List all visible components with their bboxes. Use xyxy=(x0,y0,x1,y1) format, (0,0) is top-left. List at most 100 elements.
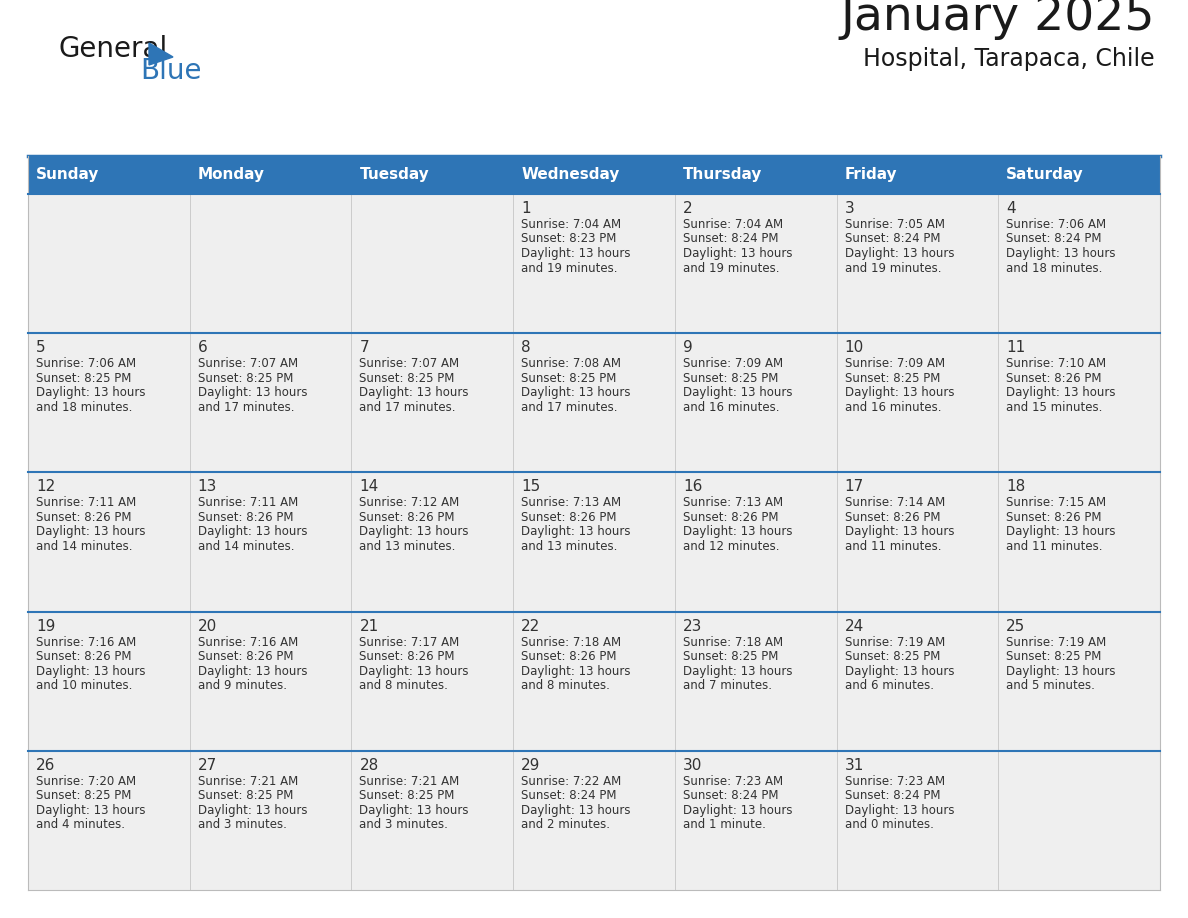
Bar xyxy=(190,194,352,333)
Text: 2: 2 xyxy=(683,201,693,216)
Text: Sunrise: 7:06 AM: Sunrise: 7:06 AM xyxy=(36,357,137,370)
Bar xyxy=(29,751,190,890)
Text: Sunset: 8:24 PM: Sunset: 8:24 PM xyxy=(845,232,940,245)
Bar xyxy=(513,333,675,473)
Text: Sunrise: 7:04 AM: Sunrise: 7:04 AM xyxy=(683,218,783,231)
Text: Sunset: 8:26 PM: Sunset: 8:26 PM xyxy=(36,511,132,524)
Bar xyxy=(675,156,836,194)
Text: Thursday: Thursday xyxy=(683,167,763,183)
Text: Sunrise: 7:12 AM: Sunrise: 7:12 AM xyxy=(360,497,460,509)
Text: and 15 minutes.: and 15 minutes. xyxy=(1006,400,1102,414)
Text: 15: 15 xyxy=(522,479,541,495)
Bar xyxy=(836,473,998,611)
Text: Sunrise: 7:23 AM: Sunrise: 7:23 AM xyxy=(683,775,783,788)
Bar xyxy=(675,751,836,890)
Text: Sunset: 8:26 PM: Sunset: 8:26 PM xyxy=(683,511,778,524)
Bar xyxy=(29,611,190,751)
Text: Sunset: 8:24 PM: Sunset: 8:24 PM xyxy=(845,789,940,802)
Text: 6: 6 xyxy=(197,341,208,355)
Text: 27: 27 xyxy=(197,757,217,773)
Text: Daylight: 13 hours: Daylight: 13 hours xyxy=(522,665,631,677)
Text: Sunrise: 7:07 AM: Sunrise: 7:07 AM xyxy=(360,357,460,370)
Text: 16: 16 xyxy=(683,479,702,495)
Text: Sunset: 8:25 PM: Sunset: 8:25 PM xyxy=(683,372,778,385)
Text: 8: 8 xyxy=(522,341,531,355)
Bar xyxy=(352,751,513,890)
Bar xyxy=(836,751,998,890)
Text: Daylight: 13 hours: Daylight: 13 hours xyxy=(1006,247,1116,260)
Text: Friday: Friday xyxy=(845,167,897,183)
Text: 9: 9 xyxy=(683,341,693,355)
Bar xyxy=(190,156,352,194)
Bar xyxy=(836,156,998,194)
Text: Sunset: 8:25 PM: Sunset: 8:25 PM xyxy=(197,789,293,802)
Text: Sunrise: 7:05 AM: Sunrise: 7:05 AM xyxy=(845,218,944,231)
Text: Sunset: 8:25 PM: Sunset: 8:25 PM xyxy=(360,789,455,802)
Text: Sunset: 8:25 PM: Sunset: 8:25 PM xyxy=(360,372,455,385)
Text: January 2025: January 2025 xyxy=(840,0,1155,40)
Text: Sunrise: 7:18 AM: Sunrise: 7:18 AM xyxy=(522,635,621,649)
Text: and 12 minutes.: and 12 minutes. xyxy=(683,540,779,553)
Text: Sunrise: 7:21 AM: Sunrise: 7:21 AM xyxy=(197,775,298,788)
Text: Daylight: 13 hours: Daylight: 13 hours xyxy=(360,804,469,817)
Text: Sunset: 8:24 PM: Sunset: 8:24 PM xyxy=(683,232,778,245)
Text: Sunday: Sunday xyxy=(36,167,100,183)
Text: Sunset: 8:25 PM: Sunset: 8:25 PM xyxy=(197,372,293,385)
Bar xyxy=(998,156,1159,194)
Text: 21: 21 xyxy=(360,619,379,633)
Text: and 17 minutes.: and 17 minutes. xyxy=(197,400,295,414)
Text: Daylight: 13 hours: Daylight: 13 hours xyxy=(845,804,954,817)
Text: Sunset: 8:26 PM: Sunset: 8:26 PM xyxy=(1006,372,1101,385)
Bar xyxy=(190,751,352,890)
Text: and 14 minutes.: and 14 minutes. xyxy=(36,540,133,553)
Text: and 7 minutes.: and 7 minutes. xyxy=(683,679,772,692)
Text: Daylight: 13 hours: Daylight: 13 hours xyxy=(360,665,469,677)
Text: Sunrise: 7:19 AM: Sunrise: 7:19 AM xyxy=(1006,635,1106,649)
Text: Daylight: 13 hours: Daylight: 13 hours xyxy=(1006,386,1116,399)
Text: Sunrise: 7:04 AM: Sunrise: 7:04 AM xyxy=(522,218,621,231)
Text: Sunset: 8:25 PM: Sunset: 8:25 PM xyxy=(36,789,132,802)
Text: 14: 14 xyxy=(360,479,379,495)
Text: 25: 25 xyxy=(1006,619,1025,633)
Bar xyxy=(836,611,998,751)
Text: 26: 26 xyxy=(36,757,56,773)
Text: and 14 minutes.: and 14 minutes. xyxy=(197,540,295,553)
Text: Sunset: 8:24 PM: Sunset: 8:24 PM xyxy=(1006,232,1101,245)
Bar xyxy=(675,473,836,611)
Text: Saturday: Saturday xyxy=(1006,167,1083,183)
Text: Sunset: 8:26 PM: Sunset: 8:26 PM xyxy=(522,511,617,524)
Text: and 19 minutes.: and 19 minutes. xyxy=(522,262,618,274)
Text: Blue: Blue xyxy=(140,57,202,85)
Bar xyxy=(998,333,1159,473)
Text: and 19 minutes.: and 19 minutes. xyxy=(845,262,941,274)
Bar xyxy=(998,751,1159,890)
Text: Sunrise: 7:06 AM: Sunrise: 7:06 AM xyxy=(1006,218,1106,231)
Text: 28: 28 xyxy=(360,757,379,773)
Text: and 5 minutes.: and 5 minutes. xyxy=(1006,679,1095,692)
Text: Sunset: 8:26 PM: Sunset: 8:26 PM xyxy=(197,511,293,524)
Text: Sunrise: 7:10 AM: Sunrise: 7:10 AM xyxy=(1006,357,1106,370)
Text: Daylight: 13 hours: Daylight: 13 hours xyxy=(683,247,792,260)
Text: Sunrise: 7:11 AM: Sunrise: 7:11 AM xyxy=(197,497,298,509)
Text: Daylight: 13 hours: Daylight: 13 hours xyxy=(522,804,631,817)
Bar xyxy=(513,751,675,890)
Text: Sunset: 8:25 PM: Sunset: 8:25 PM xyxy=(845,650,940,663)
Bar xyxy=(190,611,352,751)
Bar xyxy=(29,333,190,473)
Bar xyxy=(29,156,190,194)
Bar xyxy=(29,194,190,333)
Bar xyxy=(352,333,513,473)
Text: 31: 31 xyxy=(845,757,864,773)
Text: Sunset: 8:25 PM: Sunset: 8:25 PM xyxy=(683,650,778,663)
Bar xyxy=(190,333,352,473)
Text: and 13 minutes.: and 13 minutes. xyxy=(522,540,618,553)
Text: Sunset: 8:26 PM: Sunset: 8:26 PM xyxy=(36,650,132,663)
Text: Sunrise: 7:14 AM: Sunrise: 7:14 AM xyxy=(845,497,944,509)
Text: Daylight: 13 hours: Daylight: 13 hours xyxy=(522,386,631,399)
Text: and 18 minutes.: and 18 minutes. xyxy=(1006,262,1102,274)
Text: Sunset: 8:26 PM: Sunset: 8:26 PM xyxy=(360,511,455,524)
Text: Daylight: 13 hours: Daylight: 13 hours xyxy=(197,386,308,399)
Text: and 4 minutes.: and 4 minutes. xyxy=(36,818,125,832)
Text: Tuesday: Tuesday xyxy=(360,167,429,183)
Text: and 2 minutes.: and 2 minutes. xyxy=(522,818,611,832)
